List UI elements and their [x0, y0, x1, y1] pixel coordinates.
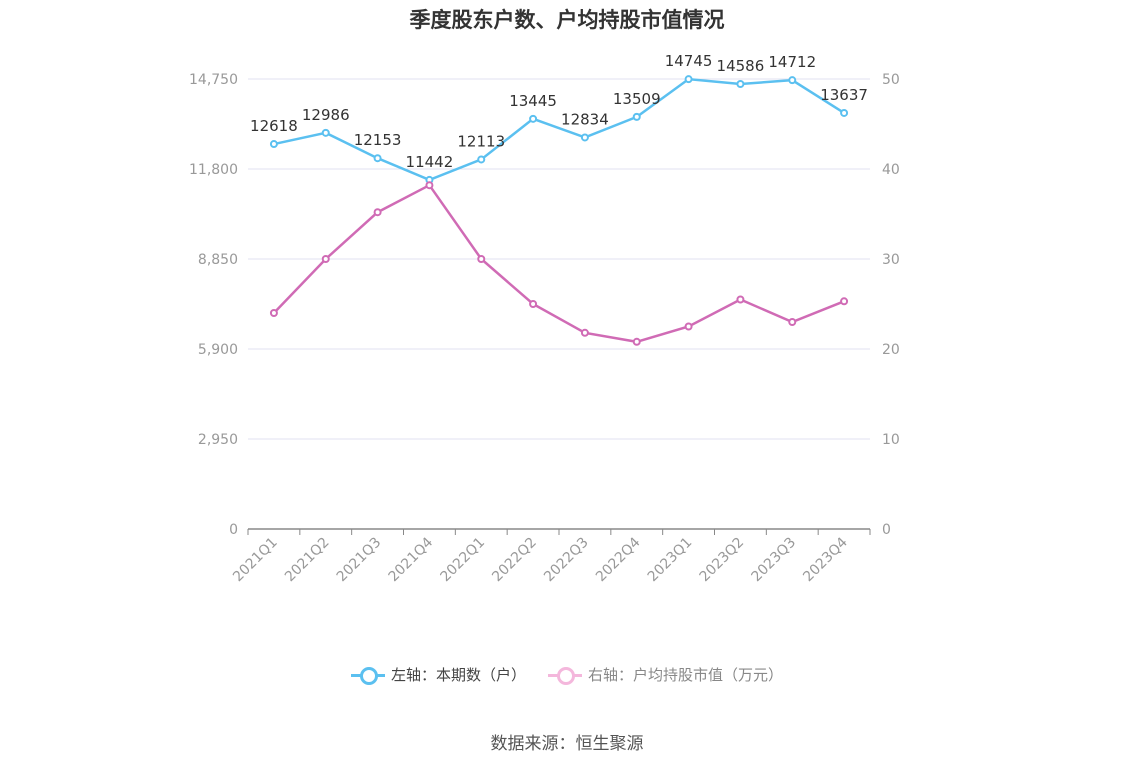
holder-count-point — [373, 154, 382, 163]
x-tick-label: 2023Q2 — [697, 535, 748, 586]
data-label: 13509 — [613, 90, 661, 108]
x-tick-label: 2021Q4 — [386, 534, 437, 585]
legend-right-label: 右轴：户均持股市值（万元） — [588, 666, 784, 684]
right-tick-label: 50 — [882, 72, 900, 88]
data-label: 12834 — [561, 110, 609, 128]
x-tick-label: 2023Q1 — [645, 535, 696, 586]
market-value-point — [269, 309, 278, 317]
x-tick-label: 2022Q3 — [541, 535, 592, 586]
holder-count-point — [632, 112, 641, 121]
right-axis-ticks: 0 10 20 30 40 50 — [882, 72, 900, 538]
market-value-point — [425, 181, 434, 190]
legend-left-line-circle-icon — [350, 665, 385, 685]
x-axis — [247, 528, 871, 535]
x-tick-label: 2021Q3 — [334, 535, 385, 586]
data-label: 11442 — [406, 153, 454, 171]
market-value-point — [321, 255, 330, 263]
holder-count-point — [840, 108, 849, 117]
right-tick-label: 40 — [882, 162, 900, 178]
market-value-point — [632, 337, 641, 346]
left-tick-label: 5,900 — [198, 342, 238, 358]
legend-item-right[interactable]: 右轴：户均持股市值（万元） — [548, 664, 783, 685]
data-label: 13445 — [509, 92, 557, 110]
legend-item-left[interactable]: 左轴：本期数（户） — [350, 664, 526, 685]
right-tick-label: 10 — [882, 432, 900, 448]
data-label: 12113 — [457, 132, 505, 150]
x-tick-label: 2022Q4 — [593, 534, 644, 585]
data-label: 14712 — [768, 53, 816, 71]
left-tick-label: 2,950 — [198, 432, 238, 448]
x-tick-label: 2021Q1 — [230, 535, 281, 586]
holder-count-point — [788, 76, 797, 85]
x-tick-label: 2023Q4 — [800, 534, 851, 585]
market-value-point — [477, 255, 486, 263]
market-value-point — [373, 208, 382, 217]
holder-count-point — [580, 133, 589, 142]
left-tick-label: 8,850 — [198, 252, 238, 268]
legend-left-label: 左轴：本期数（户） — [390, 666, 526, 684]
chart-title: 季度股东户数、户均持股市值情况 — [409, 8, 725, 32]
left-tick-label: 14,750 — [189, 72, 238, 88]
data-label: 13637 — [820, 86, 868, 104]
holder-count-point — [736, 80, 745, 89]
data-label: 12618 — [250, 117, 298, 135]
market-value-point — [736, 295, 745, 304]
market-value-point — [529, 300, 538, 308]
market-value-point — [840, 297, 849, 306]
market-value-line — [273, 183, 845, 344]
holder-count-point — [684, 75, 693, 84]
x-tick-label: 2022Q2 — [489, 535, 540, 586]
x-axis-ticks: 2021Q1 2021Q2 2021Q3 2021Q4 2022Q1 2022Q2 2022… — [230, 534, 851, 585]
right-tick-label: 30 — [882, 252, 900, 268]
data-label: 14586 — [717, 57, 765, 75]
holder-count-point — [529, 114, 538, 123]
data-label: 12153 — [354, 131, 402, 149]
holder-count-point — [269, 140, 278, 149]
market-value-point — [684, 322, 693, 331]
holder-count-point — [477, 155, 486, 164]
legend: 左轴：本期数（户） 右轴：户均持股市值（万元） — [0, 664, 1134, 685]
right-tick-label: 0 — [882, 522, 891, 538]
market-value-point — [788, 318, 797, 326]
data-label: 12986 — [302, 106, 350, 124]
x-tick-label: 2021Q2 — [282, 535, 333, 586]
x-tick-label: 2023Q3 — [748, 535, 799, 586]
source-note: 数据来源：恒生聚源 — [490, 734, 644, 754]
holder-count-point — [321, 128, 330, 137]
series — [269, 75, 849, 346]
legend-right-line-circle-icon — [548, 665, 582, 685]
data-label: 14745 — [665, 52, 713, 70]
market-value-point — [580, 328, 589, 337]
left-axis-ticks: 0 2,950 5,900 8,850 11,800 14,750 — [189, 72, 238, 538]
x-tick-label: 2022Q1 — [437, 535, 488, 586]
left-tick-label: 0 — [229, 522, 238, 538]
left-tick-label: 11,800 — [189, 162, 238, 178]
right-tick-label: 20 — [882, 342, 900, 358]
grid-lines — [248, 78, 870, 440]
holder-count-line — [273, 77, 845, 182]
